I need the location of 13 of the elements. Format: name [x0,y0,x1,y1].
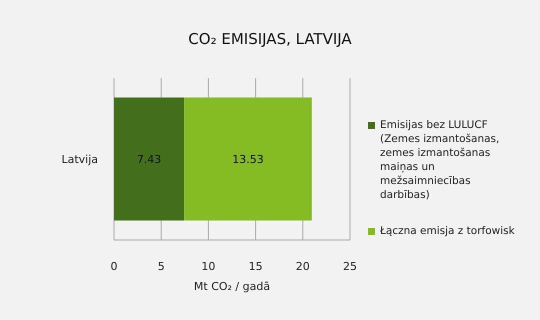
chart-title: CO₂ EMISIJAS, LATVIJA [187,30,353,48]
x-tick-label: 25 [343,260,357,273]
x-tick-label: 10 [201,260,216,273]
legend-label: Łączna emisja z torfowisk [380,224,515,238]
x-tick-label: 15 [248,260,263,273]
legend-label: Emisijas bez LULUCF (Zemes izmantošanas, zemes izmantošanas maiņas un mežsaimniecības darbības) [380,118,500,202]
data-label: 7.43 [136,152,162,166]
x-tick-label: 0 [110,260,118,273]
x-axis-title: Mt CO₂ / gadā [194,280,270,293]
x-tick-label: 20 [296,260,310,273]
x-tick-label: 5 [158,260,165,273]
data-label: 13.53 [232,152,264,166]
y-tick-label: Latvija [61,152,98,166]
